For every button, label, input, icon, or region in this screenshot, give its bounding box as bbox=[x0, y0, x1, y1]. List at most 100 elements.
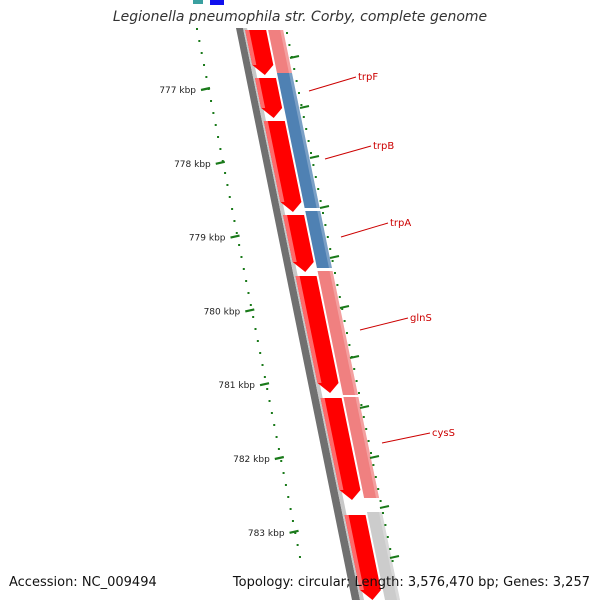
inner-dot bbox=[214, 124, 217, 126]
forward-gene-highlight bbox=[298, 120, 320, 208]
outer-tick bbox=[349, 355, 360, 359]
inner-dot bbox=[294, 532, 297, 534]
inner-dot bbox=[242, 268, 245, 270]
outer-dot bbox=[360, 404, 363, 406]
tick-label: 780 kbp bbox=[204, 307, 241, 317]
forward-gene-block bbox=[317, 271, 358, 395]
outer-dot bbox=[343, 320, 346, 322]
forward-gene-block bbox=[268, 30, 292, 73]
inner-dot bbox=[233, 220, 236, 222]
reverse-strand-genes bbox=[245, 30, 381, 600]
inner-dot bbox=[261, 364, 264, 366]
inner-dot bbox=[228, 196, 231, 198]
tick-label: 781 kbp bbox=[218, 381, 255, 391]
tick-label: 783 kbp bbox=[248, 529, 285, 539]
outer-dot bbox=[370, 452, 372, 454]
outer-tick bbox=[379, 505, 390, 509]
outer-dot bbox=[389, 548, 392, 550]
outer-dot bbox=[362, 416, 365, 418]
forward-gene-block bbox=[366, 512, 400, 600]
outer-dot bbox=[293, 68, 296, 70]
gene-leader-line bbox=[308, 76, 357, 92]
inner-dot bbox=[252, 316, 255, 318]
outer-dot bbox=[358, 392, 360, 394]
inner-dot bbox=[240, 256, 243, 258]
inner-dot bbox=[196, 28, 198, 30]
inner-dot bbox=[287, 496, 290, 498]
backbone bbox=[236, 28, 360, 600]
major-tick bbox=[215, 160, 225, 165]
outer-dot bbox=[384, 524, 387, 526]
inner-dot bbox=[259, 352, 262, 354]
outer-tick bbox=[299, 105, 310, 109]
gene-label-trpa: trpA bbox=[390, 218, 411, 229]
outer-dot bbox=[300, 104, 303, 106]
outer-dot bbox=[324, 224, 327, 226]
inner-dot bbox=[219, 148, 222, 150]
tick-label: 782 kbp bbox=[233, 455, 270, 465]
accession-text: Accession: NC_009494 bbox=[9, 575, 157, 590]
forward-gene-highlight bbox=[280, 30, 292, 73]
forward-strand-genes bbox=[268, 30, 400, 600]
map-title: Legionella pneumophila str. Corby, compl… bbox=[112, 9, 488, 25]
major-tick bbox=[230, 234, 240, 239]
outer-dot bbox=[391, 560, 394, 562]
reverse-gene-shade bbox=[245, 30, 257, 65]
outer-dot bbox=[307, 140, 310, 142]
forward-gene-highlight bbox=[378, 512, 400, 600]
inner-dot bbox=[210, 100, 213, 102]
gene-leader-line bbox=[324, 145, 372, 160]
top-feature-teal bbox=[193, 0, 203, 4]
outer-dot bbox=[302, 116, 305, 118]
outer-dot bbox=[379, 500, 382, 502]
outer-dot bbox=[377, 488, 380, 490]
inner-dot bbox=[205, 76, 208, 78]
outer-dot bbox=[322, 212, 324, 214]
outer-dot bbox=[331, 260, 334, 262]
major-tick bbox=[289, 529, 299, 534]
outer-tick bbox=[359, 405, 370, 409]
inner-dot bbox=[249, 304, 252, 306]
tick-label: 778 kbp bbox=[174, 160, 211, 170]
forward-gene-block bbox=[343, 397, 380, 498]
outer-dot bbox=[382, 512, 384, 514]
inner-dot bbox=[291, 520, 294, 522]
outer-tick bbox=[309, 155, 320, 159]
outer-dot bbox=[319, 200, 322, 202]
outer-tick bbox=[389, 555, 400, 559]
reverse-gene-arrow bbox=[344, 515, 381, 600]
outer-dot bbox=[348, 344, 351, 346]
forward-gene-block bbox=[276, 73, 302, 120]
inner-dot bbox=[298, 556, 301, 558]
inner-dot bbox=[226, 184, 229, 186]
reverse-gene-shade bbox=[254, 78, 266, 108]
reverse-gene-shade bbox=[283, 215, 297, 262]
inner-dot bbox=[254, 328, 257, 330]
forward-gene-highlight bbox=[329, 271, 358, 395]
gene-label-cyss: cysS bbox=[432, 428, 455, 439]
inner-dot bbox=[231, 208, 234, 210]
outer-dot bbox=[367, 440, 370, 442]
outer-dot bbox=[372, 464, 375, 466]
scale-dots bbox=[196, 28, 400, 562]
outer-dot bbox=[374, 476, 377, 478]
gene-label-trpb: trpB bbox=[373, 141, 394, 152]
inner-dot bbox=[289, 508, 292, 510]
gene-leader-line bbox=[359, 317, 409, 331]
scale-ticks: 777 kbp 778 kbp 779 kbp 780 kbp 781 kbp 782 k… bbox=[159, 86, 299, 539]
outer-tick bbox=[329, 255, 340, 259]
gene-labels: trpF trpB trpA glnS cysS bbox=[308, 72, 455, 444]
tick-label: 779 kbp bbox=[189, 234, 226, 244]
outer-dot bbox=[341, 308, 344, 310]
gene-leader-line bbox=[381, 432, 431, 444]
inner-dot bbox=[198, 40, 201, 42]
outer-dot bbox=[355, 380, 358, 382]
gene-leader-line bbox=[340, 222, 389, 238]
top-feature-blue bbox=[210, 0, 224, 5]
inner-dot bbox=[268, 400, 271, 402]
inner-dot bbox=[200, 52, 203, 54]
reverse-gene-shade bbox=[295, 276, 322, 383]
outer-tick bbox=[339, 305, 350, 309]
major-tick bbox=[200, 86, 211, 92]
genome-summary-text: Topology: circular; Length: 3,576,470 bp… bbox=[232, 575, 590, 590]
